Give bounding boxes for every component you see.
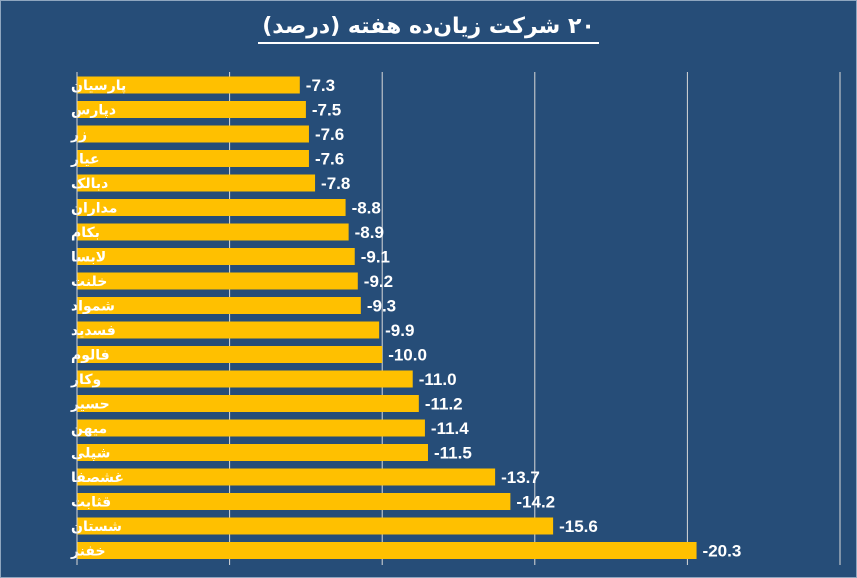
value-label: -13.7 [501, 468, 540, 487]
category-label: عیار [70, 152, 100, 168]
value-label: -8.8 [352, 199, 381, 218]
chart-title-text: ۲۰ شرکت زیان‌ده هفته (درصد) [258, 14, 599, 44]
bar [77, 419, 425, 437]
bar [77, 272, 358, 290]
value-label: -20.3 [703, 542, 742, 561]
value-label: -9.2 [364, 272, 393, 291]
category-label: زر [70, 127, 87, 143]
bar [77, 346, 383, 363]
bar [77, 150, 309, 167]
category-label: مداران [71, 201, 117, 217]
value-label: -11.4 [431, 419, 469, 438]
bar [77, 370, 413, 388]
value-label: -14.2 [516, 493, 555, 512]
value-label: -7.6 [315, 125, 344, 144]
value-label: -9.3 [367, 297, 396, 316]
value-label: -10.0 [388, 346, 427, 365]
value-label: -9.1 [361, 248, 390, 267]
category-label: دبالک [71, 176, 108, 192]
bar [77, 517, 554, 535]
category-label: حسیر [70, 397, 110, 413]
category-label: غشصفا [71, 470, 124, 486]
category-label: فسدید [71, 323, 116, 339]
value-label: -8.9 [355, 223, 384, 242]
value-label: -11.2 [425, 395, 463, 414]
value-label: -11.0 [419, 370, 457, 389]
value-label: -7.6 [315, 150, 344, 169]
category-label: شپلی [71, 446, 110, 462]
bar [77, 248, 355, 265]
category-label: دپارس [71, 103, 116, 119]
value-label: -7.3 [306, 76, 335, 95]
category-label: لابسا [71, 250, 106, 266]
category-label: قثابت [71, 495, 111, 511]
bar [77, 493, 511, 510]
bar [77, 174, 316, 192]
category-label: فالوم [71, 348, 110, 364]
bar [77, 125, 309, 143]
bar [77, 76, 300, 94]
category-label: شستان [71, 519, 122, 535]
category-label: شمواد [71, 299, 115, 315]
category-label: بکام [71, 225, 100, 241]
bar [77, 444, 428, 461]
category-label: وکار [70, 372, 101, 388]
category-label: میهن [71, 421, 107, 437]
chart-title: ۲۰ شرکت زیان‌ده هفته (درصد) [0, 14, 857, 44]
bar [77, 468, 496, 486]
bar [77, 223, 349, 241]
value-label: -9.9 [385, 321, 414, 340]
bar [77, 321, 380, 339]
value-label: -7.8 [321, 174, 350, 193]
bar [77, 101, 306, 118]
value-label: -11.5 [434, 444, 472, 463]
category-label: خفنر [70, 544, 106, 560]
category-label: خلنت [71, 274, 107, 290]
bar [77, 542, 697, 559]
value-label: -15.6 [559, 517, 598, 536]
bar [77, 297, 361, 314]
bar [77, 199, 346, 216]
category-label: پارسیان [71, 78, 126, 94]
bar [77, 395, 419, 412]
value-label: -7.5 [312, 101, 341, 120]
